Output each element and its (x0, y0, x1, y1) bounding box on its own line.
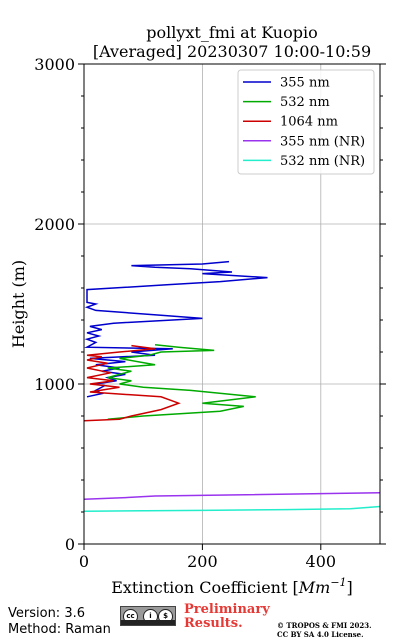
x-tick-label: 400 (306, 552, 337, 571)
copyright-line-2: CC BY SA 4.0 License. (277, 630, 364, 639)
legend-label: 532 nm (280, 95, 330, 110)
series-line (84, 344, 181, 422)
plot-frame (83, 63, 381, 545)
cc-license-badge: cc i $ (120, 606, 176, 626)
version-label: Version: 3.6 (8, 606, 85, 621)
series-group (84, 260, 380, 512)
method-label: Method: Raman (8, 622, 111, 637)
y-tick-label: 1000 (34, 375, 75, 394)
legend-label: 1064 nm (280, 115, 338, 130)
y-axis-label: Height (m) (9, 260, 28, 348)
chart-title: pollyxt_fmi at Kuopio (146, 23, 317, 42)
legend: 355 nm 532 nm 1064 nm 355 nm (NR) 532 nm (NR… (237, 69, 375, 175)
legend-label: 355 nm (NR) (280, 134, 365, 149)
x-tick-label: 0 (79, 552, 89, 571)
series-line (107, 344, 256, 420)
chart-subtitle: [Averaged] 20230307 10:00-10:59 (93, 42, 371, 61)
series-line (84, 505, 380, 512)
axis-ticks: 0 1000 2000 3000 0 200 400 (34, 55, 386, 571)
preliminary-line-2: Results. (184, 616, 243, 631)
chart-area: pollyxt_fmi at Kuopio [Averaged] 2023030… (9, 23, 386, 597)
y-tick-label: 3000 (34, 55, 75, 74)
preliminary-notice: Preliminary Results. (184, 603, 270, 631)
legend-label: 355 nm (280, 76, 330, 91)
y-tick-label: 2000 (34, 215, 75, 234)
series-lines (84, 260, 380, 512)
legend-label: 532 nm (NR) (280, 154, 365, 169)
preliminary-line-1: Preliminary (184, 602, 270, 617)
x-tick-label: 200 (187, 552, 218, 571)
copyright-line-1: © TROPOS & FMI 2023. (277, 621, 372, 630)
y-tick-label: 0 (65, 535, 75, 554)
copyright-notice: © TROPOS & FMI 2023. CC BY SA 4.0 Licens… (277, 621, 372, 639)
legend-box (237, 69, 375, 175)
series-line (84, 492, 380, 500)
series-line (84, 260, 268, 398)
x-axis-label: Extinction Coefficient [Mm−1] (111, 576, 353, 597)
